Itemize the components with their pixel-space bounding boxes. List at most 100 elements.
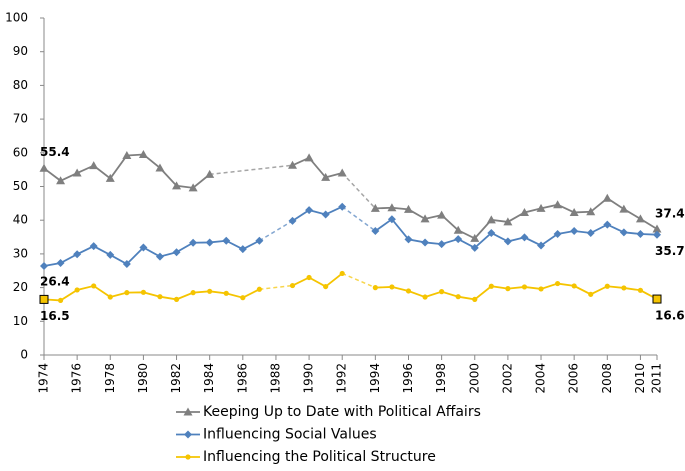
point — [652, 294, 662, 304]
x-tick-label: 1998 — [434, 363, 448, 394]
x-tick-label: 1988 — [268, 363, 282, 394]
point — [124, 290, 130, 296]
point — [571, 283, 577, 289]
data-label: 35.7 — [655, 244, 685, 258]
point — [454, 235, 463, 244]
point — [602, 193, 612, 202]
x-tick-label: 2004 — [534, 363, 548, 394]
point — [553, 230, 562, 239]
point — [305, 206, 314, 215]
point — [505, 286, 511, 292]
point — [371, 226, 380, 235]
legend-label: Influencing the Political Structure — [203, 449, 436, 465]
x-tick-label: 1980 — [136, 363, 150, 394]
x-tick-label: 1994 — [368, 363, 382, 394]
point — [554, 280, 561, 287]
point — [155, 252, 164, 261]
point — [389, 284, 395, 290]
point — [604, 283, 610, 289]
legend-label: Keeping Up to Date with Political Affair… — [203, 404, 481, 420]
point — [338, 202, 347, 211]
point — [222, 236, 231, 245]
x-tick-label: 1982 — [169, 363, 183, 394]
point — [57, 297, 64, 304]
point — [537, 241, 546, 250]
point — [455, 294, 461, 300]
gap-connector — [341, 272, 376, 289]
point — [155, 163, 165, 172]
point — [370, 203, 380, 212]
x-tick-label: 1990 — [302, 363, 316, 394]
point — [588, 291, 594, 297]
point — [619, 228, 628, 237]
point — [488, 283, 494, 289]
point — [586, 207, 596, 216]
data-label: 37.4 — [655, 206, 685, 220]
y-tick-label: 60 — [13, 145, 28, 159]
point — [157, 294, 163, 300]
y-tick-label: 10 — [13, 314, 28, 328]
point — [172, 181, 182, 190]
series-line — [43, 205, 658, 267]
point — [73, 250, 82, 259]
point — [553, 200, 563, 209]
y-tick-label: 70 — [13, 112, 28, 126]
x-tick-label: 2002 — [500, 363, 514, 394]
point — [472, 296, 478, 302]
point — [56, 258, 65, 267]
point — [420, 214, 430, 223]
point — [122, 260, 131, 269]
point — [337, 168, 347, 177]
x-tick-label: 1986 — [235, 363, 249, 394]
point — [238, 245, 247, 254]
x-tick-label: 1976 — [70, 363, 84, 394]
point — [503, 217, 513, 226]
point — [470, 233, 480, 242]
point — [437, 210, 447, 219]
point — [255, 236, 264, 245]
y-tick-label: 20 — [13, 280, 28, 294]
point — [139, 243, 148, 252]
point — [306, 274, 312, 281]
gap-connector — [259, 284, 293, 291]
data-label: 55.4 — [40, 145, 70, 159]
point — [652, 224, 662, 233]
legend-label: Influencing Social Values — [203, 427, 377, 443]
point — [637, 287, 644, 293]
point — [289, 282, 296, 289]
point — [486, 215, 496, 224]
x-tick-label: 1996 — [401, 363, 415, 394]
y-tick-label: 100 — [5, 11, 28, 25]
point — [40, 262, 48, 271]
y-tick-label: 80 — [13, 78, 28, 92]
x-tick-label: 2006 — [567, 363, 581, 394]
y-tick-label: 90 — [13, 44, 28, 58]
point — [387, 215, 396, 224]
x-tick-label: 2008 — [600, 363, 614, 394]
point — [240, 295, 246, 301]
y-tick-label: 50 — [13, 179, 28, 193]
point — [437, 240, 446, 249]
point — [184, 430, 192, 439]
point — [321, 172, 331, 181]
point — [173, 296, 180, 302]
x-tick-label: 2010 — [633, 363, 647, 394]
point — [207, 288, 213, 294]
data-label: 16.6 — [655, 309, 685, 323]
point — [519, 207, 529, 216]
x-tick-label: 1992 — [335, 363, 349, 394]
point — [470, 243, 479, 252]
point — [403, 204, 413, 213]
point — [185, 454, 191, 460]
point — [372, 285, 378, 291]
point — [89, 242, 98, 251]
point — [621, 285, 627, 291]
point — [205, 238, 214, 247]
gap-connector — [341, 172, 376, 209]
point — [89, 161, 99, 170]
point — [453, 225, 463, 234]
point — [404, 235, 413, 244]
point — [520, 233, 529, 242]
point — [172, 248, 181, 257]
point — [91, 283, 97, 289]
